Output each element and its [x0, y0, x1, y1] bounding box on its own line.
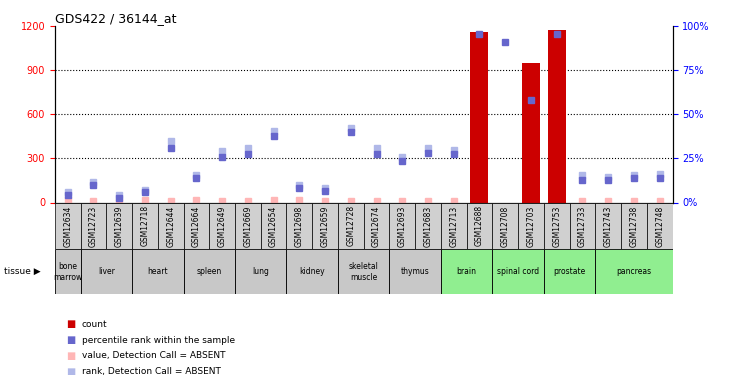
Bar	[466, 202, 493, 249]
Bar	[390, 249, 441, 294]
Text: skeletal
muscle: skeletal muscle	[349, 262, 379, 282]
Bar	[595, 202, 621, 249]
Text: prostate: prostate	[553, 267, 586, 276]
Text: GSM12698: GSM12698	[295, 206, 304, 247]
Text: GSM12738: GSM12738	[629, 206, 638, 247]
Text: GSM12688: GSM12688	[475, 206, 484, 246]
Bar	[183, 249, 235, 294]
Text: GSM12683: GSM12683	[423, 206, 433, 247]
Bar	[338, 202, 364, 249]
Text: GDS422 / 36144_at: GDS422 / 36144_at	[55, 12, 176, 25]
Bar	[441, 249, 493, 294]
Bar	[183, 202, 209, 249]
Text: GSM12649: GSM12649	[218, 205, 227, 247]
Text: GSM12639: GSM12639	[115, 205, 124, 247]
Text: brain: brain	[457, 267, 477, 276]
Text: GSM12693: GSM12693	[398, 205, 406, 247]
Bar	[647, 202, 673, 249]
Bar	[522, 63, 540, 202]
Bar	[390, 202, 415, 249]
Bar	[518, 202, 544, 249]
Text: pancreas: pancreas	[616, 267, 651, 276]
Bar	[544, 202, 569, 249]
Bar	[493, 202, 518, 249]
Bar	[621, 202, 647, 249]
Text: GSM12723: GSM12723	[89, 206, 98, 247]
Text: lung: lung	[252, 267, 269, 276]
Text: spinal cord: spinal cord	[497, 267, 539, 276]
Text: kidney: kidney	[300, 267, 325, 276]
Bar	[415, 202, 441, 249]
Bar	[569, 202, 595, 249]
Text: GSM12728: GSM12728	[346, 206, 355, 246]
Text: heart: heart	[148, 267, 168, 276]
Text: GSM12634: GSM12634	[63, 205, 72, 247]
Bar	[55, 202, 80, 249]
Text: ■: ■	[66, 320, 75, 329]
Text: thymus: thymus	[401, 267, 430, 276]
Text: value, Detection Call = ABSENT: value, Detection Call = ABSENT	[82, 351, 225, 360]
Bar	[544, 249, 595, 294]
Bar	[80, 202, 106, 249]
Text: GSM12753: GSM12753	[552, 205, 561, 247]
Text: ■: ■	[66, 367, 75, 375]
Text: GSM12708: GSM12708	[501, 206, 510, 247]
Bar	[595, 249, 673, 294]
Text: liver: liver	[98, 267, 115, 276]
Bar	[235, 202, 261, 249]
Text: GSM12644: GSM12644	[166, 205, 175, 247]
Bar	[287, 249, 338, 294]
Text: GSM12664: GSM12664	[192, 205, 201, 247]
Bar	[106, 202, 132, 249]
Bar	[493, 249, 544, 294]
Bar	[441, 202, 466, 249]
Text: GSM12654: GSM12654	[269, 205, 278, 247]
Text: GSM12733: GSM12733	[578, 205, 587, 247]
Bar	[287, 202, 312, 249]
Text: bone
marrow: bone marrow	[53, 262, 83, 282]
Text: ■: ■	[66, 351, 75, 361]
Text: GSM12718: GSM12718	[140, 206, 149, 246]
Text: GSM12713: GSM12713	[450, 206, 458, 247]
Bar	[471, 32, 488, 203]
Bar	[363, 202, 390, 249]
Text: GSM12703: GSM12703	[526, 205, 536, 247]
Bar	[209, 202, 235, 249]
Text: count: count	[82, 320, 107, 329]
Bar	[132, 249, 183, 294]
Text: ■: ■	[66, 335, 75, 345]
Bar	[312, 202, 338, 249]
Bar	[548, 30, 566, 202]
Text: GSM12669: GSM12669	[243, 205, 252, 247]
Text: spleen: spleen	[197, 267, 222, 276]
Bar	[158, 202, 183, 249]
Bar	[235, 249, 287, 294]
Text: GSM12674: GSM12674	[372, 205, 381, 247]
Text: rank, Detection Call = ABSENT: rank, Detection Call = ABSENT	[82, 367, 221, 375]
Text: GSM12748: GSM12748	[655, 206, 664, 247]
Text: GSM12743: GSM12743	[604, 205, 613, 247]
Bar	[261, 202, 287, 249]
Text: GSM12659: GSM12659	[321, 205, 330, 247]
Bar	[132, 202, 158, 249]
Bar	[55, 249, 80, 294]
Text: tissue ▶: tissue ▶	[4, 267, 40, 276]
Bar	[80, 249, 132, 294]
Bar	[338, 249, 390, 294]
Text: percentile rank within the sample: percentile rank within the sample	[82, 336, 235, 345]
